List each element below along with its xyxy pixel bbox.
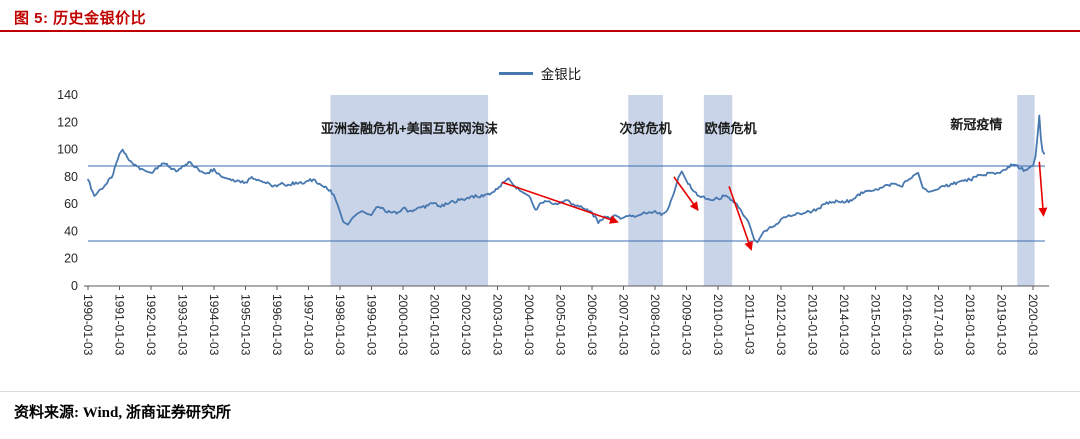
x-tick-label: 2002-01-03 <box>459 294 473 356</box>
y-tick-label: 120 <box>57 115 78 129</box>
y-tick-label: 100 <box>57 143 78 157</box>
x-tick-label: 2003-01-03 <box>491 294 505 356</box>
decline-arrow <box>728 186 753 251</box>
y-tick-label: 20 <box>64 252 78 266</box>
x-tick-label: 2017-01-03 <box>932 294 946 356</box>
x-tick-label: 1990-01-03 <box>81 294 95 356</box>
data-source: 资料来源: Wind, 浙商证券研究所 <box>14 405 231 421</box>
x-tick-label: 2015-01-03 <box>869 294 883 356</box>
chart-legend: 金银比 <box>0 63 1080 83</box>
x-tick-label: 2014-01-03 <box>837 294 851 356</box>
x-tick-label: 1993-01-03 <box>176 294 190 356</box>
x-tick-label: 1991-01-03 <box>113 294 127 356</box>
x-tick-label: 2013-01-03 <box>806 294 820 356</box>
x-tick-label: 2001-01-03 <box>428 294 442 356</box>
x-tick-label: 1994-01-03 <box>207 294 221 356</box>
x-tick-label: 2008-01-03 <box>648 294 662 356</box>
x-tick-label: 2005-01-03 <box>554 294 568 356</box>
x-tick-label: 2012-01-03 <box>774 294 788 356</box>
legend-line-marker <box>498 71 533 75</box>
gold-silver-ratio-chart: 1990-01-03 1991-01-03 1992-01-03 1993-01-03… <box>57 88 1049 356</box>
figure-header: 图 5: 历史金银价比 <box>0 0 1080 32</box>
legend-label: 金银比 <box>540 67 582 82</box>
y-tick-label: 0 <box>71 279 78 293</box>
decline-arrow <box>1038 161 1048 217</box>
crisis-label: 新冠疫情 <box>950 117 1002 132</box>
x-tick-label: 2018-01-03 <box>963 294 977 356</box>
crisis-band <box>1017 95 1035 286</box>
x-tick-label: 2010-01-03 <box>711 294 725 356</box>
x-tick-label: 1996-01-03 <box>270 294 284 356</box>
gold-silver-ratio-line <box>87 114 1045 244</box>
x-tick-label: 1995-01-03 <box>239 294 253 356</box>
x-tick-label: 2016-01-03 <box>900 294 914 356</box>
x-tick-label: 1998-01-03 <box>333 294 347 356</box>
x-tick-label: 2009-01-03 <box>680 294 694 356</box>
x-tick-label: 2011-01-03 <box>743 294 757 355</box>
x-tick-label: 1997-01-03 <box>302 294 316 356</box>
x-tick-label: 2004-01-03 <box>522 294 536 356</box>
x-tick-label: 2020-01-03 <box>1026 294 1040 356</box>
figure-footer: 资料来源: Wind, 浙商证券研究所 <box>0 391 1080 422</box>
crisis-label: 欧债危机 <box>705 121 757 136</box>
crisis-band <box>628 95 663 286</box>
x-tick-label: 2006-01-03 <box>585 294 599 356</box>
x-tick-label: 2019-01-03 <box>995 294 1009 356</box>
y-tick-label: 140 <box>57 88 78 102</box>
crisis-band <box>330 95 489 286</box>
crisis-band <box>703 95 733 286</box>
x-tick-label: 2000-01-03 <box>396 294 410 356</box>
crisis-label: 次贷危机 <box>620 121 672 136</box>
x-tick-label: 2007-01-03 <box>617 294 631 356</box>
crisis-label: 亚洲金融危机+美国互联网泡沫 <box>321 121 499 136</box>
y-tick-label: 80 <box>64 170 78 184</box>
y-tick-label: 60 <box>64 197 78 211</box>
figure-title: 图 5: 历史金银价比 <box>14 10 147 27</box>
decline-arrow <box>673 176 699 212</box>
y-tick-label: 40 <box>64 224 78 238</box>
decline-arrow <box>501 181 619 224</box>
x-tick-label: 1992-01-03 <box>144 294 158 356</box>
x-tick-label: 1999-01-03 <box>365 294 379 356</box>
